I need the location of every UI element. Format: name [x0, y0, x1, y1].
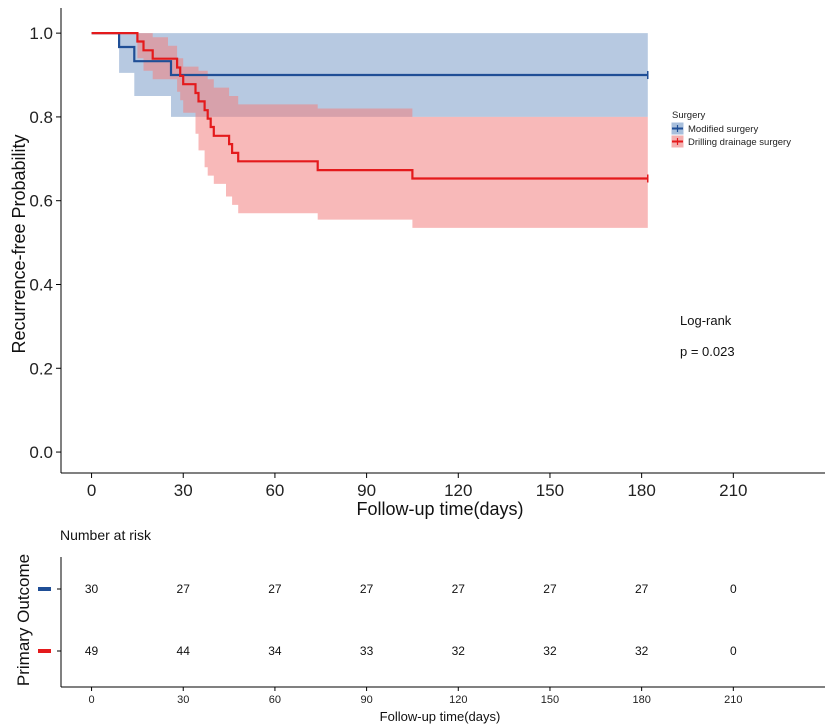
legend-label-modified: Modified surgery — [688, 124, 758, 135]
x-tick-label: 60 — [265, 481, 284, 500]
x-tick-label: 180 — [627, 481, 655, 500]
legend: Surgery Modified surgery Drilling draina… — [671, 110, 791, 148]
risk-x-tick-label: 210 — [724, 694, 742, 706]
risk-x-tick-label: 90 — [360, 694, 372, 706]
y-tick-label: 0.4 — [29, 275, 53, 294]
risk-table-title: Number at risk — [60, 527, 152, 543]
legend-label-drilling: Drilling drainage surgery — [688, 137, 791, 148]
y-tick-label: 0.8 — [29, 108, 53, 127]
x-tick-label: 90 — [357, 481, 376, 500]
risk-count: 27 — [452, 582, 466, 596]
legend-title: Surgery — [672, 110, 706, 121]
risk-table-ylabel: Primary Outcome — [14, 554, 33, 686]
risk-count: 27 — [635, 582, 649, 596]
y-axis-title: Recurrence-free Probability — [9, 134, 29, 353]
risk-count: 34 — [268, 644, 282, 658]
risk-x-tick-label: 120 — [449, 694, 467, 706]
risk-count: 32 — [635, 644, 649, 658]
y-tick-label: 1.0 — [29, 24, 53, 43]
x-axis-title: Follow-up time(days) — [356, 499, 523, 519]
risk-x-tick-label: 30 — [177, 694, 189, 706]
x-tick-label: 120 — [444, 481, 472, 500]
survival-curve-0 — [91, 32, 648, 77]
risk-count: 33 — [360, 644, 374, 658]
legend-key-drilling — [671, 135, 684, 148]
risk-count: 30 — [85, 582, 99, 596]
risk-x-tick-label: 0 — [88, 694, 94, 706]
risk-count: 27 — [268, 582, 282, 596]
risk-count: 27 — [177, 582, 191, 596]
risk-count: 27 — [360, 582, 374, 596]
risk-x-tick-label: 60 — [269, 694, 281, 706]
survival-curves — [91, 32, 649, 183]
risk-x-tick-label: 150 — [541, 694, 559, 706]
risk-table-xlabel: Follow-up time(days) — [380, 709, 501, 724]
x-tick-label: 150 — [536, 481, 564, 500]
logrank-label: Log-rank — [680, 313, 732, 328]
risk-count: 49 — [85, 644, 99, 658]
risk-count: 32 — [543, 644, 557, 658]
y-tick-label: 0.2 — [29, 359, 53, 378]
risk-count: 44 — [177, 644, 191, 658]
y-tick-label: 0.6 — [29, 192, 53, 211]
p-value: p = 0.023 — [680, 344, 735, 359]
risk-count: 27 — [543, 582, 557, 596]
survival-curve-1 — [91, 32, 648, 180]
risk-table: 30 27 27 27 27 27 27 0 49 44 34 33 32 32 32 0 0 30 60 90 120… — [38, 557, 825, 706]
legend-key-modified — [671, 122, 684, 135]
y-tick-label: 0.0 — [29, 443, 53, 462]
x-tick-label: 30 — [174, 481, 193, 500]
risk-count: 32 — [452, 644, 466, 658]
risk-x-tick-label: 180 — [632, 694, 650, 706]
confidence-bands — [91, 33, 648, 228]
x-tick-label: 210 — [719, 481, 747, 500]
risk-count: 0 — [730, 582, 737, 596]
main-axes: 0.0 0.2 0.4 0.6 0.8 1.0 0 30 60 90 120 150 180 210 — [29, 8, 825, 500]
x-tick-label: 0 — [87, 481, 96, 500]
risk-count: 0 — [730, 644, 737, 658]
